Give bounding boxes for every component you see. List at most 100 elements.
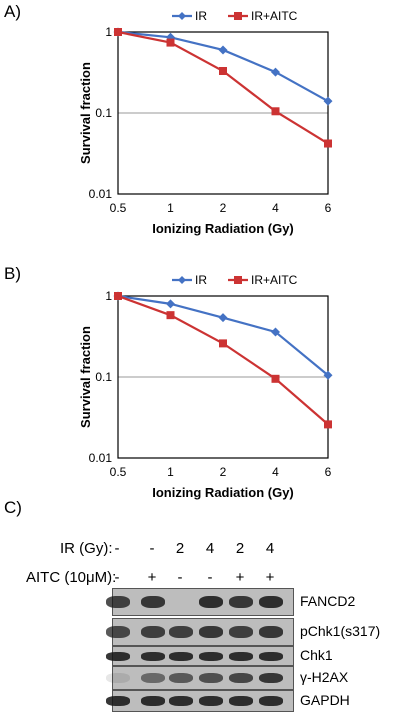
blot-band (199, 625, 223, 639)
blot-band (259, 651, 283, 661)
legend-marker (178, 12, 186, 20)
data-point (166, 311, 175, 320)
x-tick-label: 1 (167, 465, 174, 479)
x-tick-label: 6 (325, 201, 332, 215)
blot-band (106, 651, 130, 661)
legend-label: IR (195, 9, 207, 23)
ir-lane-value: - (149, 540, 155, 557)
legend-marker (234, 12, 242, 20)
data-point (323, 370, 333, 380)
aitc-lane-value: - (207, 569, 213, 586)
blot-band (169, 651, 193, 661)
aitc-lane-value: + (147, 569, 157, 586)
data-point (218, 45, 228, 55)
blot-band (199, 672, 223, 684)
band-label: GAPDH (300, 692, 350, 708)
x-tick-label: 0.5 (110, 465, 127, 479)
blot-band (229, 672, 253, 684)
x-tick-label: 0.5 (110, 201, 127, 215)
panel-b-label: B) (4, 264, 21, 283)
x-tick-label: 2 (220, 201, 227, 215)
series-line-ir (117, 30, 329, 103)
survival-chart-a: 1 0.1 0.010.5 1 2 4 6 Ionizing Radiation (Gy) Su… (78, 9, 333, 236)
panel-c-label: C) (4, 498, 22, 517)
y-tick-label: 0.1 (95, 370, 112, 384)
aitc-dose-label: AITC (10μM): (26, 569, 117, 586)
data-point (218, 313, 228, 323)
blot-band (199, 696, 223, 706)
blot-strip (106, 618, 294, 646)
blot-band (141, 672, 165, 684)
data-point (219, 339, 227, 348)
data-point (324, 420, 332, 429)
blot-band (169, 696, 193, 706)
data-point (271, 107, 280, 116)
ir-lane-value: 4 (265, 540, 275, 557)
legend-marker (178, 276, 186, 284)
x-tick-label: 6 (325, 465, 332, 479)
blot-band (106, 625, 130, 639)
western-blot-panel: IR (Gy): AITC (10μM): - - 2 4 2 4 - + - - + + FANCD… (0, 500, 400, 716)
blot-band (169, 672, 193, 684)
data-point (219, 67, 227, 76)
band-label: Chk1 (300, 647, 333, 663)
band-label: FANCD2 (300, 593, 356, 609)
ir-lane-value: 4 (205, 540, 215, 557)
blot-band (259, 625, 283, 639)
blot-strip (106, 690, 294, 712)
x-axis-title: Ionizing Radiation (Gy) (152, 485, 294, 500)
x-tick-label: 1 (167, 201, 174, 215)
blot-band (229, 595, 253, 609)
y-tick-label: 1 (105, 289, 112, 303)
blot-band (141, 696, 165, 706)
x-tick-label: 4 (272, 201, 279, 215)
blot-band (199, 595, 223, 609)
x-tick-label: 2 (220, 465, 227, 479)
blot-band (106, 595, 130, 609)
blot-strip (106, 666, 294, 690)
y-axis-title: Survival fraction (78, 62, 93, 164)
aitc-lane-value: + (265, 569, 275, 586)
data-point (271, 67, 280, 77)
blot-band (106, 672, 130, 684)
legend-label: IR+AITC (251, 273, 298, 287)
legend-label: IR (195, 273, 207, 287)
aitc-lane-value: - (177, 569, 183, 586)
ir-lane-value: 2 (235, 540, 245, 557)
blot-band (169, 625, 193, 639)
blot-strip (106, 646, 294, 666)
data-point (114, 28, 122, 36)
ir-lane-value: 2 (175, 540, 185, 557)
data-point (166, 299, 175, 309)
legend-marker (234, 276, 242, 284)
y-axis-title: Survival fraction (78, 326, 93, 428)
data-point (166, 38, 175, 47)
blot-band (141, 651, 165, 661)
band-label: γ-H2AX (300, 669, 349, 685)
y-tick-label: 1 (105, 25, 112, 39)
y-tick-label: 0.1 (95, 106, 112, 120)
data-point (271, 327, 280, 337)
blot-band (229, 651, 253, 661)
data-point (324, 139, 332, 148)
blot-band (106, 696, 130, 706)
blot-band (259, 672, 283, 684)
plot-frame (117, 31, 329, 195)
x-tick-label: 4 (272, 465, 279, 479)
ir-dose-label: IR (Gy): (60, 540, 113, 557)
aitc-lane-value: + (235, 569, 245, 586)
x-axis-title: Ionizing Radiation (Gy) (152, 221, 294, 236)
y-tick-label: 0.01 (89, 451, 113, 465)
blot-band (229, 625, 253, 639)
blot-band (259, 696, 283, 706)
blot-band (141, 625, 165, 639)
band-label: pChk1(s317) (300, 623, 381, 639)
survival-chart-b: 1 0.1 0.010.5 1 2 4 6 Ionizing Radiation (Gy) Su… (78, 273, 333, 500)
blot-band (259, 595, 283, 609)
aitc-lane-value: - (114, 569, 120, 586)
data-point (114, 292, 122, 300)
data-point (271, 374, 280, 383)
y-tick-label: 0.01 (89, 187, 113, 201)
blot-band (141, 595, 165, 609)
blot-strip (106, 588, 294, 616)
